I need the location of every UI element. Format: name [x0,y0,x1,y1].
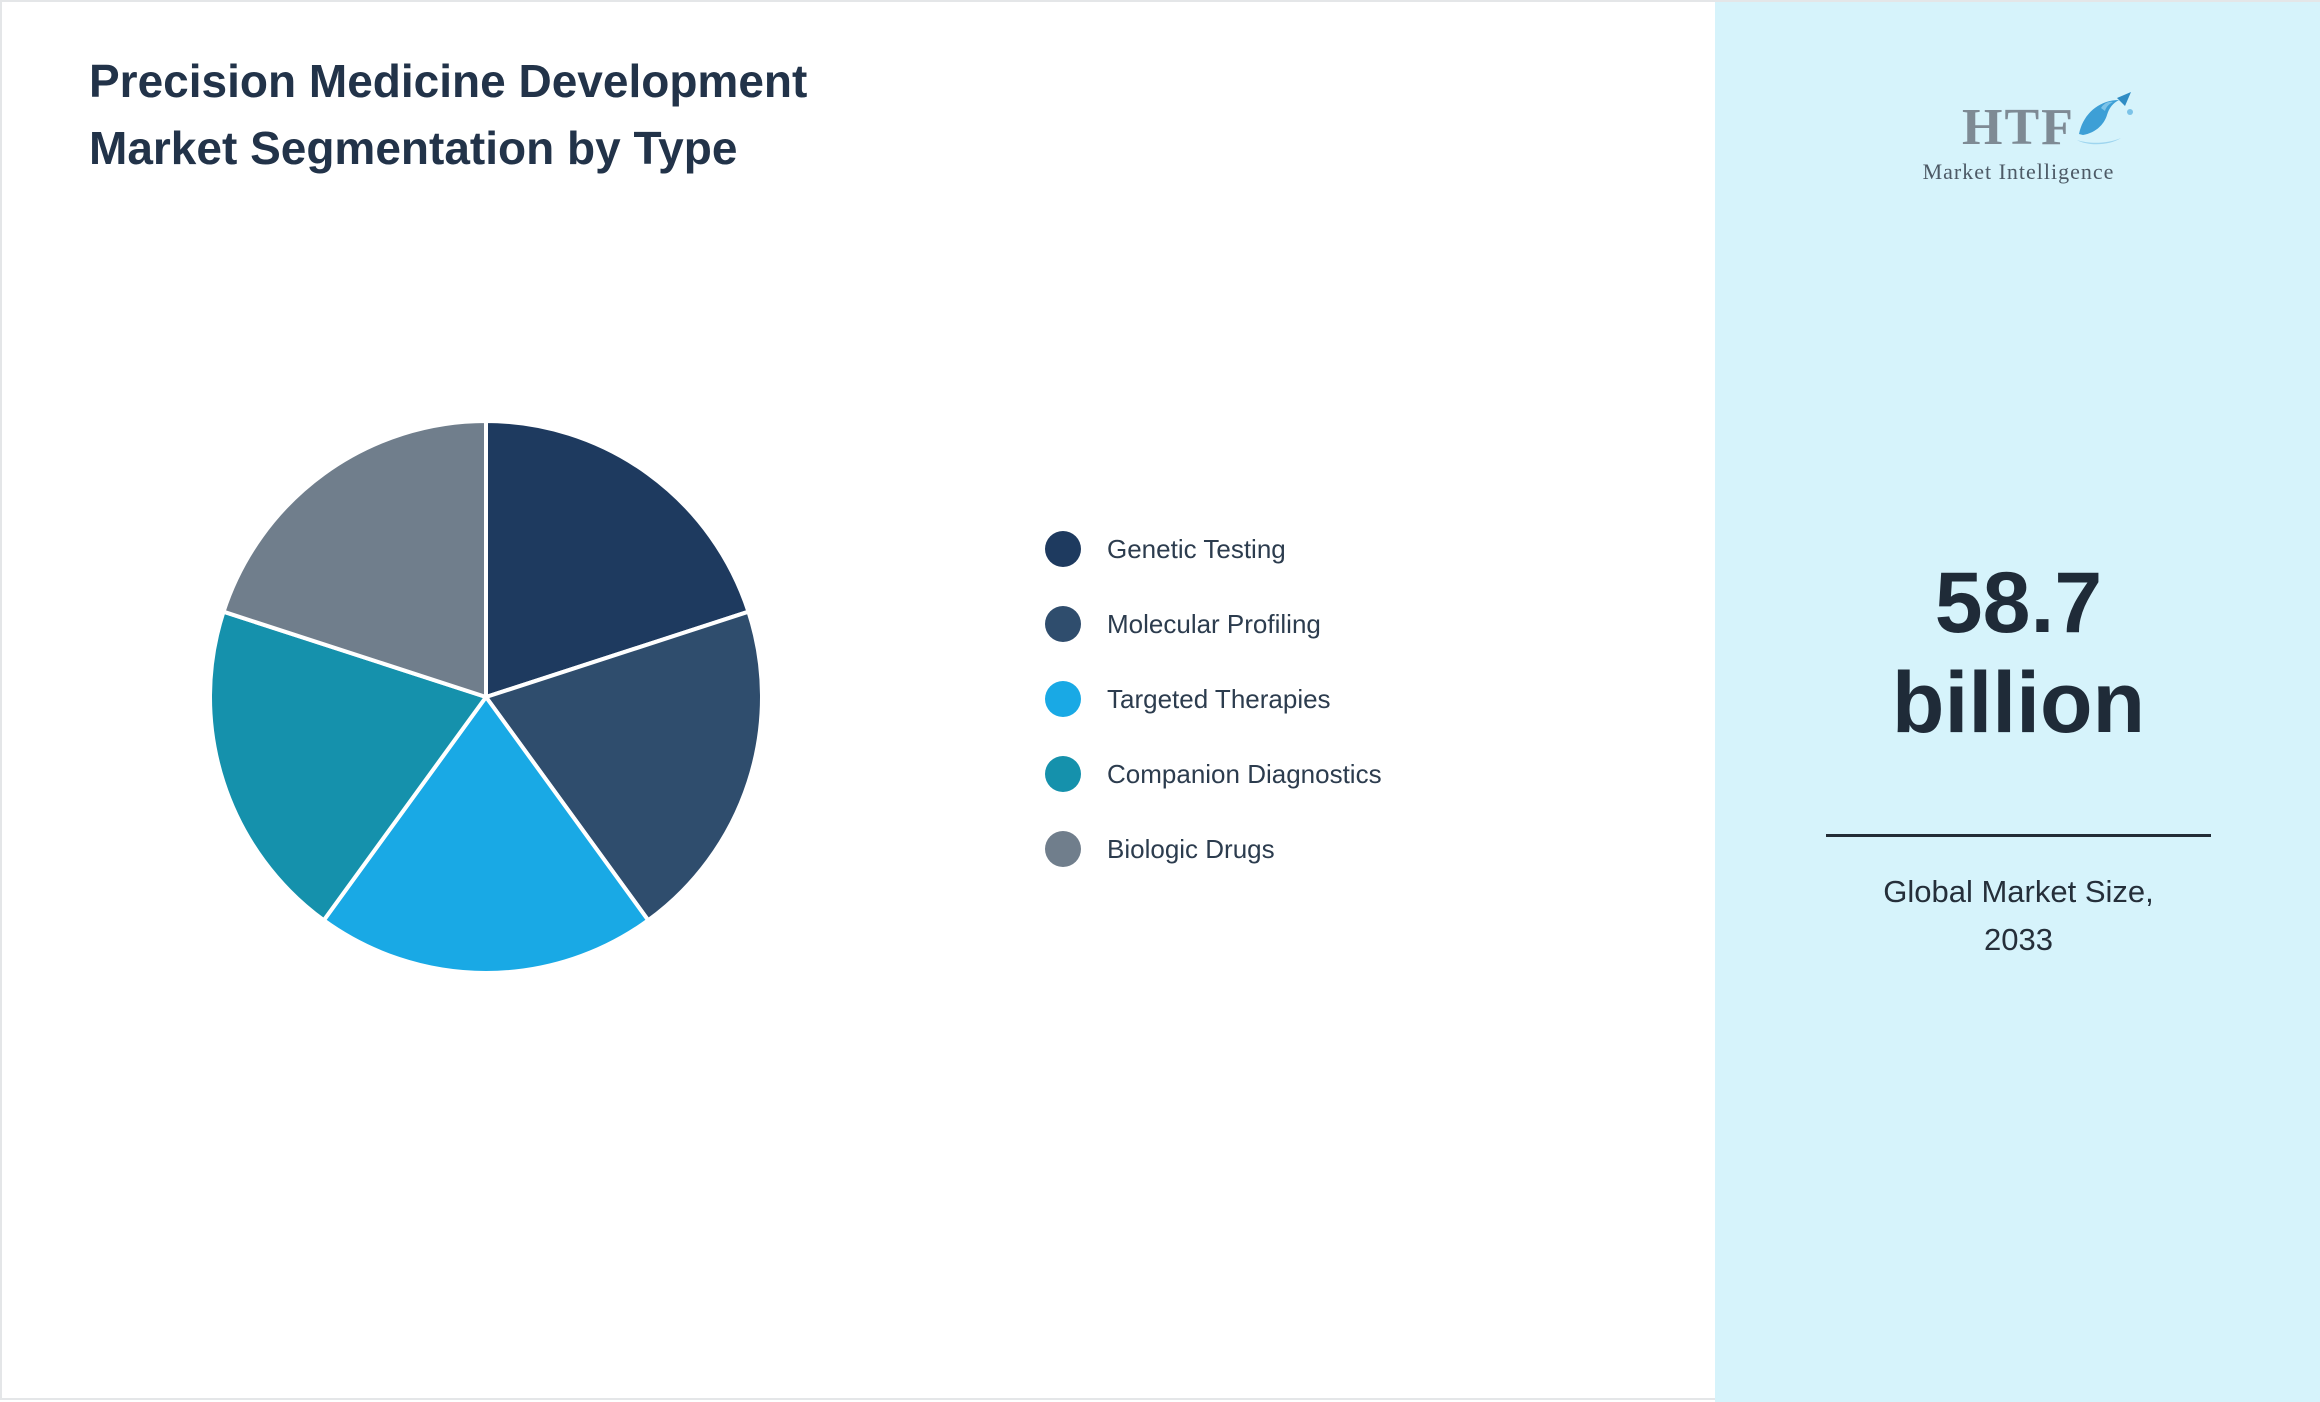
page-title: Precision Medicine Development Market Se… [89,48,807,181]
legend-item: Molecular Profiling [1045,603,1382,645]
market-size-unit: billion [1891,654,2146,751]
pie-chart [196,407,776,987]
brand-logo: HTF Market Intelligence [1715,92,2320,185]
pie-slice [484,609,764,923]
pie-slice [321,695,651,976]
side-panel: HTF Market Intelligence 58.7 billion [1715,2,2320,1402]
pie-slice [221,419,488,699]
legend-swatch [1045,831,1081,867]
legend-label: Biologic Drugs [1107,833,1275,864]
pie-slice [208,609,488,923]
brand-logo-text: HTF [1962,99,2075,156]
divider-line [1826,834,2211,837]
market-size-number: 58.7 [1934,555,2103,651]
caption-line2: 2033 [1984,922,2053,958]
market-size-value: 58.7 billion [1715,554,2320,754]
page-title-line2: Market Segmentation by Type [89,121,738,174]
legend-swatch [1045,531,1081,567]
legend-label: Companion Diagnostics [1107,758,1382,789]
legend-item: Genetic Testing [1045,528,1382,570]
legend-swatch [1045,756,1081,792]
caption-line1: Global Market Size, [1883,874,2154,909]
legend-item: Targeted Therapies [1045,678,1382,720]
legend-label: Targeted Therapies [1107,683,1331,714]
legend-swatch [1045,681,1081,717]
brand-logo-subtitle: Market Intelligence [1922,159,2115,184]
market-size-caption: Global Market Size, 2033 [1715,868,2320,964]
legend-swatch [1045,606,1081,642]
chart-legend: Genetic Testing Molecular Profiling Targ… [1045,528,1382,870]
dolphin-icon [2073,90,2137,153]
legend-item: Biologic Drugs [1045,828,1382,870]
legend-item: Companion Diagnostics [1045,753,1382,795]
legend-label: Molecular Profiling [1107,608,1321,639]
legend-label: Genetic Testing [1107,533,1286,564]
pie-slice [484,419,751,699]
page-title-line1: Precision Medicine Development [89,55,808,107]
